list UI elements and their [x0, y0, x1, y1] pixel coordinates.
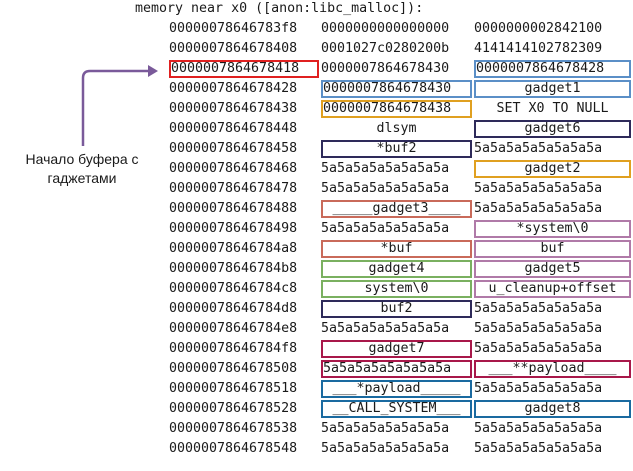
- memory-row: 0000007864678488 _____gadget3____ 5a5a5a5a…: [0, 200, 633, 220]
- buffer-start-note: Начало буфера с гаджетами: [2, 150, 162, 188]
- memory-row: 0000007864678548 5a5a5a5a5a5a5a5a 5a5a5a5a…: [0, 440, 633, 460]
- memory-address: 0000007864678448: [169, 121, 298, 136]
- memory-row: 0000007864678438 0000007864678438 SET X0 T…: [0, 100, 633, 120]
- memory-value-col2-highlighted: 0000007864678428: [474, 60, 631, 78]
- buffer-start-note-line: гаджетами: [47, 170, 117, 186]
- memory-row: 00000078646784e8 5a5a5a5a5a5a5a5a 5a5a5a5a…: [0, 320, 633, 340]
- memory-value-col2-highlighted: *system\0: [474, 220, 631, 238]
- memory-value-col1-highlighted: gadget4: [321, 260, 472, 278]
- memory-value-col2: SET X0 TO NULL: [496, 101, 609, 116]
- memory-value-col2-highlighted: gadget8: [474, 400, 631, 418]
- memory-value-col1-highlighted: _____gadget3____: [321, 200, 472, 218]
- memory-address-highlighted: 0000007864678418: [169, 60, 319, 78]
- memory-address: 0000007864678458: [169, 141, 298, 156]
- memory-address: 00000078646784f8: [169, 341, 298, 356]
- memory-value-col1-highlighted: buf2: [321, 300, 472, 318]
- memory-value-col1: 0000000000000000: [321, 21, 450, 36]
- memory-value-col1: 5a5a5a5a5a5a5a5a: [321, 181, 450, 196]
- memory-value-col2: 5a5a5a5a5a5a5a5a: [474, 321, 603, 336]
- memory-value-col2-highlighted: ___**payload____: [474, 360, 631, 378]
- memory-value-col2: 5a5a5a5a5a5a5a5a: [474, 381, 603, 396]
- memory-value-col1-highlighted: __CALL_SYSTEM___: [321, 400, 472, 418]
- memory-value-col2-highlighted: buf: [474, 240, 631, 258]
- memory-value-col1-highlighted: *buf2: [321, 140, 472, 158]
- memory-value-col1: 5a5a5a5a5a5a5a5a: [321, 441, 450, 456]
- memory-row: 0000007864678538 5a5a5a5a5a5a5a5a 5a5a5a5a…: [0, 420, 633, 440]
- memory-row: 0000007864678518 ___*payload_____ 5a5a5a5a…: [0, 380, 633, 400]
- memory-value-col2: 5a5a5a5a5a5a5a5a: [474, 201, 603, 216]
- memory-address: 0000007864678408: [169, 41, 298, 56]
- memory-address: 0000007864678498: [169, 221, 298, 236]
- memory-row: 0000007864678448 dlsym gadget6: [0, 120, 633, 140]
- memory-row: 00000078646784f8 gadget7 5a5a5a5a5a5a5a5a: [0, 340, 633, 360]
- memory-value-col2: 5a5a5a5a5a5a5a5a: [474, 301, 603, 316]
- memory-value-col2: 4141414102782309: [474, 41, 603, 56]
- memory-value-col1: 5a5a5a5a5a5a5a5a: [321, 321, 450, 336]
- memory-row: 00000078646784a8 *buf buf: [0, 240, 633, 260]
- memory-address: 00000078646784d8: [169, 301, 298, 316]
- memory-address: 0000007864678538: [169, 421, 298, 436]
- memory-value-col1-highlighted: gadget7: [321, 340, 472, 358]
- memory-value-col1: 0000007864678430: [321, 61, 450, 76]
- memory-address: 0000007864678478: [169, 181, 298, 196]
- memory-address: 0000007864678508: [169, 361, 298, 376]
- memory-row: 0000007864678498 5a5a5a5a5a5a5a5a *system\…: [0, 220, 633, 240]
- memory-value-col2: 5a5a5a5a5a5a5a5a: [474, 421, 603, 436]
- memory-address: 00000078646784e8: [169, 321, 298, 336]
- memory-value-col1-highlighted: 0000007864678430: [321, 80, 472, 98]
- memory-row: 0000007864678428 0000007864678430 gadget1: [0, 80, 633, 100]
- memory-value-col1: dlsym: [376, 121, 417, 136]
- memory-value-col2: 5a5a5a5a5a5a5a5a: [474, 181, 603, 196]
- memory-value-col2-highlighted: gadget5: [474, 260, 631, 278]
- memory-address: 0000007864678488: [169, 201, 298, 216]
- memory-row: 0000007864678528 __CALL_SYSTEM___ gadget8: [0, 400, 633, 420]
- memory-address: 0000007864678428: [169, 81, 298, 96]
- memory-row: 0000007864678408 0001027c0280200b 41414141…: [0, 40, 633, 60]
- memory-row: 0000007864678458 *buf2 5a5a5a5a5a5a5a5a: [0, 140, 633, 160]
- memory-row: 0000007864678418 0000007864678430 00000078…: [0, 60, 633, 80]
- memory-row: 0000007864678478 5a5a5a5a5a5a5a5a 5a5a5a5a…: [0, 180, 633, 200]
- memory-address: 00000078646784a8: [169, 241, 298, 256]
- memory-row: 0000007864678508 5a5a5a5a5a5a5a5a ___**pay…: [0, 360, 633, 380]
- memory-value-col1: 0001027c0280200b: [321, 41, 450, 56]
- memory-address: 0000007864678468: [169, 161, 298, 176]
- annotation-arrow-head: [148, 65, 158, 77]
- memory-value-col2: 5a5a5a5a5a5a5a5a: [474, 441, 603, 456]
- memory-value-col2-highlighted: gadget1: [474, 80, 631, 98]
- memory-address: 0000007864678528: [169, 401, 298, 416]
- memory-value-col1-highlighted: 5a5a5a5a5a5a5a5a: [321, 360, 472, 378]
- memory-value-col1: 5a5a5a5a5a5a5a5a: [321, 161, 450, 176]
- memory-value-col1: 5a5a5a5a5a5a5a5a: [321, 421, 450, 436]
- memory-value-col1-highlighted: *buf: [321, 240, 472, 258]
- memory-address: 00000078646784c8: [169, 281, 298, 296]
- memory-value-col2-highlighted: gadget2: [474, 160, 631, 178]
- memory-address: 00000078646783f8: [169, 21, 298, 36]
- memory-row: 00000078646784c8 system\0 u_cleanup+offset: [0, 280, 633, 300]
- memory-address: 0000007864678438: [169, 101, 298, 116]
- memory-value-col2: 5a5a5a5a5a5a5a5a: [474, 341, 603, 356]
- memory-value-col2: 5a5a5a5a5a5a5a5a: [474, 141, 603, 156]
- memory-row: 00000078646784b8 gadget4 gadget5: [0, 260, 633, 280]
- memory-row: 00000078646783f8 0000000000000000 00000000…: [0, 20, 633, 40]
- memory-row: 0000007864678468 5a5a5a5a5a5a5a5a gadget2: [0, 160, 633, 180]
- memory-value-col1-highlighted: system\0: [321, 280, 472, 298]
- memory-address: 0000007864678518: [169, 381, 298, 396]
- memory-value-col1-highlighted: 0000007864678438: [321, 100, 472, 118]
- memory-row: 00000078646784d8 buf2 5a5a5a5a5a5a5a5a: [0, 300, 633, 320]
- memory-dump-header: memory near x0 ([anon:libc_malloc]):: [135, 1, 424, 16]
- memory-value-col1: 5a5a5a5a5a5a5a5a: [321, 221, 450, 236]
- memory-value-col1-highlighted: ___*payload_____: [321, 380, 472, 398]
- memory-value-col2-highlighted: gadget6: [474, 120, 631, 138]
- buffer-start-note-line: Начало буфера с: [25, 151, 139, 167]
- memory-address: 00000078646784b8: [169, 261, 298, 276]
- memory-value-col2-highlighted: u_cleanup+offset: [474, 280, 631, 298]
- annotation-arrow-line: [81, 69, 150, 146]
- memory-value-col2: 0000000002842100: [474, 21, 603, 36]
- memory-address: 0000007864678548: [169, 441, 298, 456]
